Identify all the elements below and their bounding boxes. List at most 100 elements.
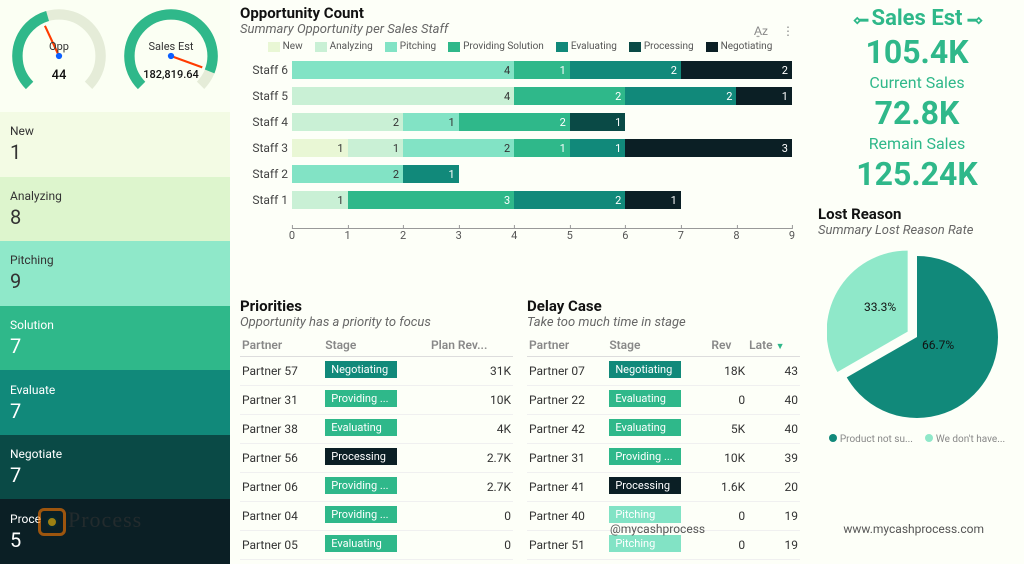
bar-segment[interactable]: 1 xyxy=(403,165,459,183)
table-row[interactable]: Partner 42 Evaluating 5K40 xyxy=(527,415,800,444)
priorities-table[interactable]: PartnerStagePlan Rev...Partner 57 Negoti… xyxy=(240,334,513,560)
bar-row[interactable]: Staff 54221 xyxy=(292,84,792,108)
kpi-header: Sales Est xyxy=(872,6,963,31)
lost-pie-chart[interactable]: 66.7% 33.3% xyxy=(818,242,1016,432)
stage-card-value: 9 xyxy=(10,269,220,293)
table-header[interactable]: Stage xyxy=(607,334,709,357)
bar-segment[interactable]: 1 xyxy=(292,191,348,209)
gauge-sales[interactable]: Sales Est 182,819.64 xyxy=(118,4,224,108)
table-row[interactable]: Partner 22 Evaluating 040 xyxy=(527,386,800,415)
cell-stage: Providing ... xyxy=(607,444,709,473)
table-row[interactable]: Partner 31 Providing ... 10K39 xyxy=(527,444,800,473)
stage-card-negotiate[interactable]: Negotiate 7 xyxy=(0,435,230,500)
table-header[interactable]: Plan Rev... xyxy=(429,334,513,357)
bar-segment[interactable]: 1 xyxy=(514,61,570,79)
bar-row[interactable]: Staff 3112113 xyxy=(292,136,792,160)
table-header[interactable]: Partner xyxy=(240,334,323,357)
gauges-row: Opp 44 Sales Est 182,819.64 xyxy=(0,0,230,112)
table-header[interactable]: Rev xyxy=(709,334,747,357)
table-row[interactable]: Partner 07 Negotiating 18K43 xyxy=(527,357,800,386)
cell-rev: 0 xyxy=(709,502,747,531)
cell-rev: 0 xyxy=(429,502,513,531)
bar-row[interactable]: Staff 11321 xyxy=(292,188,792,212)
stage-card-evaluate[interactable]: Evaluate 7 xyxy=(0,370,230,435)
stage-card-name: Negotiate xyxy=(10,447,220,461)
gauge-opp[interactable]: Opp 44 xyxy=(6,4,112,108)
bar-segment[interactable]: 1 xyxy=(736,87,792,105)
table-header[interactable]: Late ▼ xyxy=(747,334,800,357)
bar-segment[interactable]: 1 xyxy=(570,113,626,131)
bar-segment[interactable]: 2 xyxy=(570,61,681,79)
cell-partner: Partner 57 xyxy=(240,357,323,386)
cell-stage: Providing ... xyxy=(323,386,429,415)
bar-segment[interactable]: 2 xyxy=(459,113,570,131)
stage-card-new[interactable]: New 1 xyxy=(0,112,230,177)
lost-subtitle: Summary Lost Reason Rate xyxy=(818,223,1016,238)
cell-stage: Providing ... xyxy=(323,473,429,502)
bar-segment[interactable]: 1 xyxy=(570,139,626,157)
bar-segment[interactable]: 2 xyxy=(403,139,514,157)
table-header[interactable]: Partner xyxy=(527,334,607,357)
table-row[interactable]: Partner 57 Negotiating 31K xyxy=(240,357,513,386)
pie-legend-item[interactable]: Product not su... xyxy=(829,434,913,445)
stage-card-name: Analyzing xyxy=(10,189,220,203)
stage-card-pitching[interactable]: Pitching 9 xyxy=(0,241,230,306)
cell-partner: Partner 56 xyxy=(240,444,323,473)
table-row[interactable]: Partner 41 Processing 1.6K20 xyxy=(527,473,800,502)
table-row[interactable]: Partner 05 Evaluating 0 xyxy=(240,531,513,560)
pie-pct-minor: 33.3% xyxy=(864,300,896,314)
stacked-bar-chart[interactable]: Staff 64122Staff 54221Staff 42121Staff 3… xyxy=(240,58,800,228)
cell-stage: Evaluating xyxy=(607,386,709,415)
bar-segment[interactable]: 1 xyxy=(292,139,348,157)
bar-segment[interactable]: 1 xyxy=(625,191,681,209)
cell-partner: Partner 04 xyxy=(240,502,323,531)
bar-segment[interactable]: 2 xyxy=(292,165,403,183)
cell-rev: 1.6K xyxy=(709,473,747,502)
footer-url: www.mycashprocess.com xyxy=(843,522,984,536)
bar-segment[interactable]: 3 xyxy=(348,191,515,209)
table-row[interactable]: Partner 06 Providing ... 2.7K xyxy=(240,473,513,502)
bar-segment[interactable]: 1 xyxy=(403,113,459,131)
bar-row[interactable]: Staff 42121 xyxy=(292,110,792,134)
bar-row[interactable]: Staff 221 xyxy=(292,162,792,186)
bar-row-label: Staff 1 xyxy=(240,193,288,207)
cell-late: 19 xyxy=(747,531,800,560)
cell-partner: Partner 05 xyxy=(240,531,323,560)
table-row[interactable]: Partner 31 Providing ... 10K xyxy=(240,386,513,415)
bar-segment[interactable]: 4 xyxy=(292,87,514,105)
priorities-subtitle: Opportunity has a priority to focus xyxy=(240,315,513,330)
more-menu-icon[interactable]: ⋮ xyxy=(782,24,794,38)
chart-title: Opportunity Count xyxy=(240,4,800,22)
bar-segment[interactable]: 1 xyxy=(514,139,570,157)
bar-segment[interactable]: 2 xyxy=(292,113,403,131)
brand-logo-icon xyxy=(38,508,66,536)
bar-row[interactable]: Staff 64122 xyxy=(292,58,792,82)
cell-rev: 10K xyxy=(709,444,747,473)
table-row[interactable]: Partner 38 Evaluating 4K xyxy=(240,415,513,444)
lost-reason-block: Lost Reason Summary Lost Reason Rate 66.… xyxy=(818,205,1016,558)
bar-row-label: Staff 3 xyxy=(240,141,288,155)
bar-segment[interactable]: 4 xyxy=(292,61,514,79)
bar-segment[interactable]: 2 xyxy=(514,87,625,105)
table-row[interactable]: Partner 56 Processing 2.7K xyxy=(240,444,513,473)
stage-card-solution[interactable]: Solution 7 xyxy=(0,306,230,371)
stage-card-analyzing[interactable]: Analyzing 8 xyxy=(0,177,230,242)
bar-segment[interactable]: 1 xyxy=(348,139,404,157)
bar-segment[interactable]: 2 xyxy=(514,191,625,209)
cell-partner: Partner 41 xyxy=(527,473,607,502)
cell-stage: Providing ... xyxy=(323,502,429,531)
table-header[interactable]: Stage xyxy=(323,334,429,357)
bar-segment[interactable]: 3 xyxy=(625,139,792,157)
kpi-panel: ⋄━ Sales Est ━⋄ 105.4K Current Sales 72.… xyxy=(818,6,1016,195)
pie-legend-item[interactable]: We don't have... xyxy=(925,434,1005,445)
table-row[interactable]: Partner 04 Providing ... 0 xyxy=(240,502,513,531)
kpi-current-value: 72.8K xyxy=(818,94,1016,132)
stage-card-value: 7 xyxy=(10,463,220,487)
cell-late: 40 xyxy=(747,386,800,415)
sort-icon[interactable]: A͍z xyxy=(754,24,768,38)
bar-segment[interactable]: 2 xyxy=(625,87,736,105)
kpi-est-value: 105.4K xyxy=(818,33,1016,71)
cell-partner: Partner 31 xyxy=(240,386,323,415)
bar-segment[interactable]: 2 xyxy=(681,61,792,79)
cell-stage: Processing xyxy=(607,473,709,502)
